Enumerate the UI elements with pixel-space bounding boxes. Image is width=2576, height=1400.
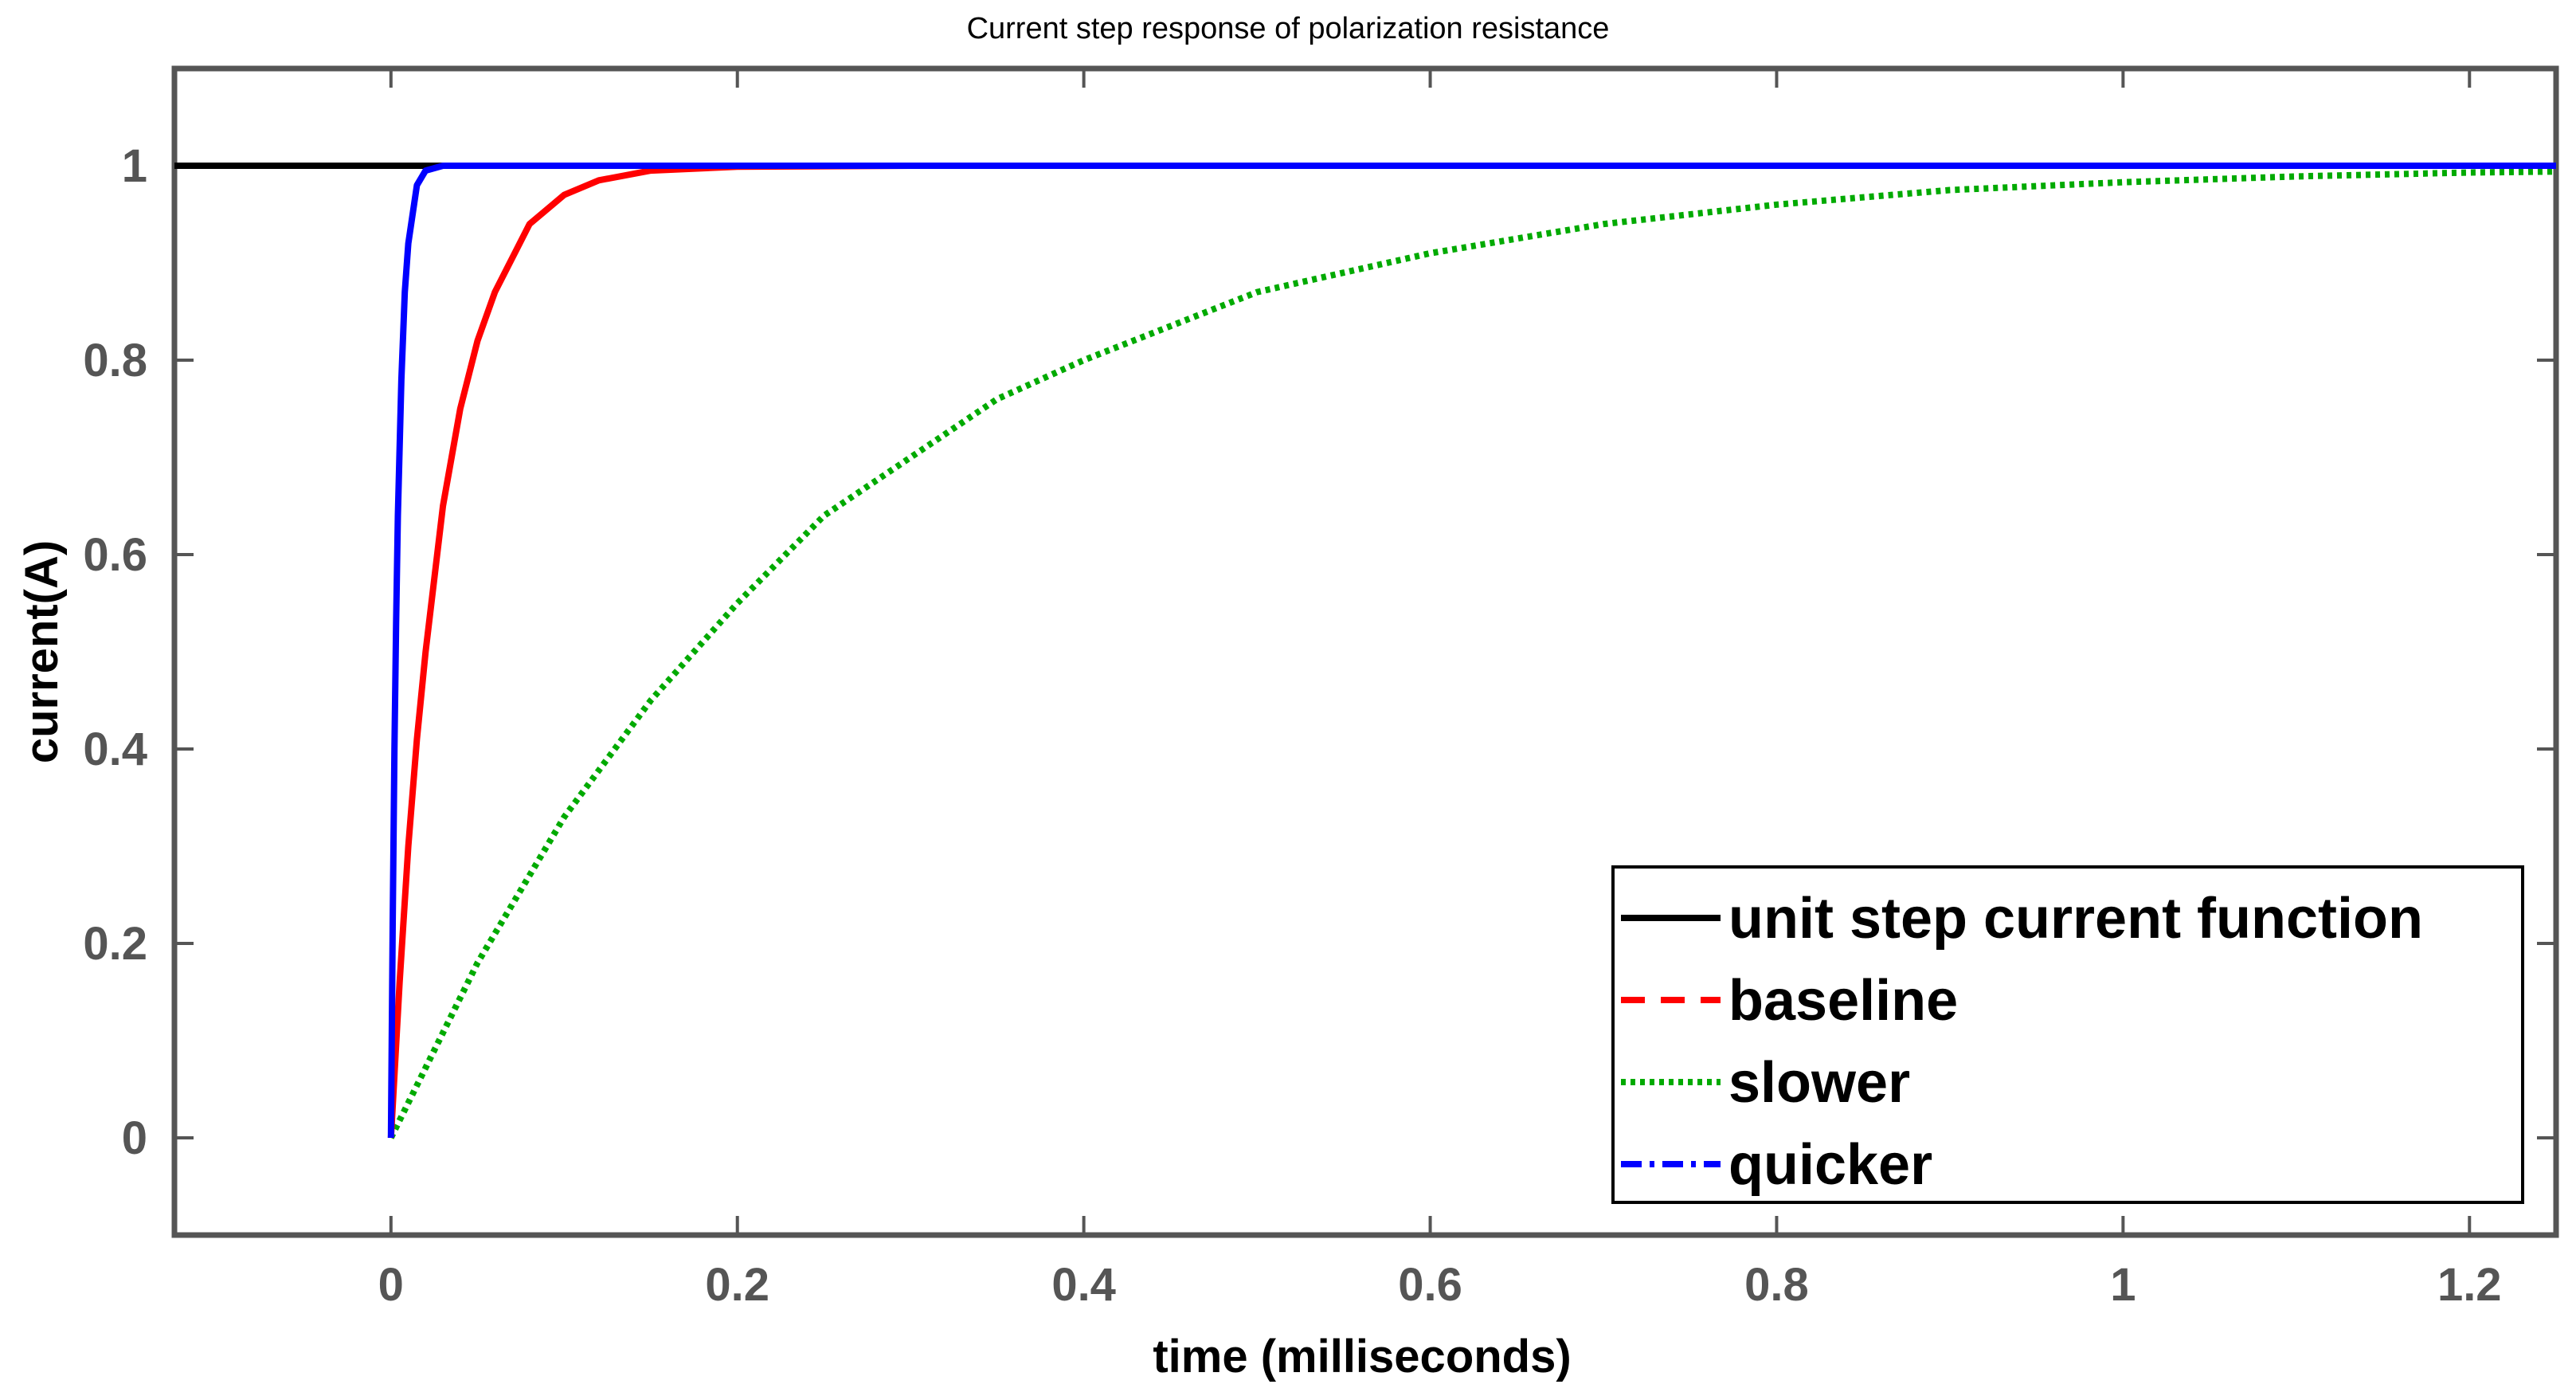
series-line-3 xyxy=(387,163,2556,1139)
y-tick-label: 0.2 xyxy=(83,918,147,970)
y-tick-label: 0.8 xyxy=(83,335,147,386)
x-tick-label: 0.6 xyxy=(1398,1259,1462,1311)
y-tick-label: 0.4 xyxy=(83,724,147,775)
x-tick-label: 1.2 xyxy=(2437,1259,2502,1311)
x-tick-label: 0.8 xyxy=(1744,1259,1809,1311)
x-tick-label: 1 xyxy=(2110,1259,2136,1311)
x-tick-label: 0.4 xyxy=(1051,1259,1116,1311)
legend-label: quicker xyxy=(1728,1133,1932,1197)
y-tick-label: 0.6 xyxy=(83,529,147,581)
x-axis-ticks: 0 0.2 0.4 0.6 0.8 1 1.2 xyxy=(378,69,2502,1311)
y-axis-label: current(A) xyxy=(16,540,68,763)
y-tick-label: 1 xyxy=(122,140,147,192)
chart-title: Current step response of polarization re… xyxy=(967,12,1610,45)
legend-items: unit step current function baseline slower… xyxy=(1621,887,2423,1197)
y-tick-label: 0 xyxy=(122,1112,147,1164)
legend-box xyxy=(1611,865,2524,1204)
series-layer xyxy=(174,163,2557,1139)
x-tick-label: 0 xyxy=(378,1259,404,1311)
x-axis-label: time (milliseconds) xyxy=(1153,1331,1571,1382)
legend: unit step current function baseline slower… xyxy=(1611,865,2524,1204)
x-tick-label: 0.2 xyxy=(705,1259,769,1311)
legend-label: unit step current function xyxy=(1728,887,2423,951)
series-line-2 xyxy=(388,168,2557,1139)
legend-label: slower xyxy=(1728,1051,1910,1115)
legend-label: baseline xyxy=(1728,969,1958,1033)
y-axis-ticks: 0 0.2 0.4 0.6 0.8 1 xyxy=(83,140,2556,1164)
